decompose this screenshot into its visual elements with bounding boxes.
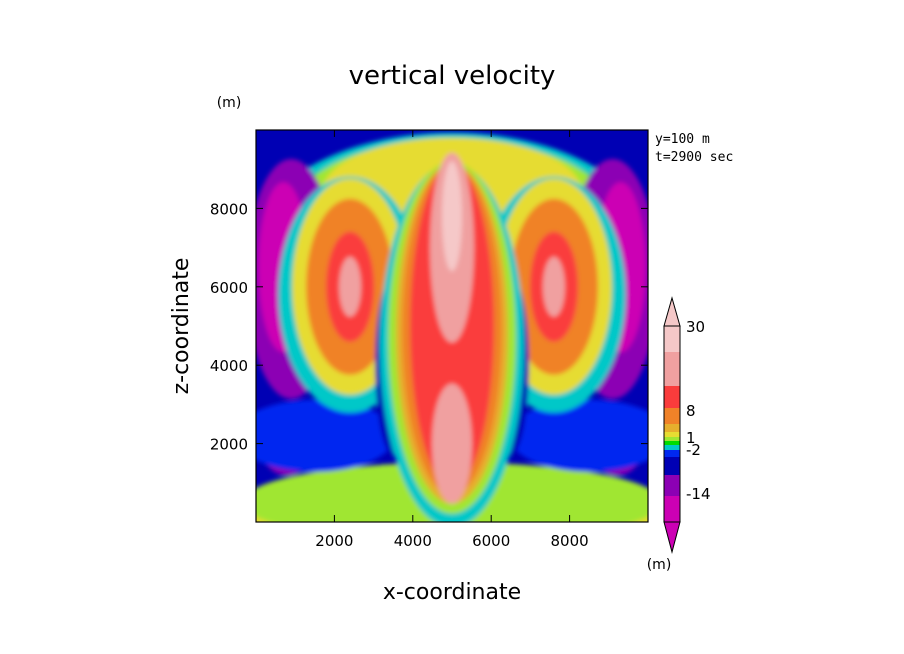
colorbar-segment <box>664 424 680 432</box>
y-tick-label: 4000 <box>210 357 248 375</box>
colorbar-segment <box>664 352 680 386</box>
colorbar-segment <box>664 475 680 496</box>
y-tick-label: 8000 <box>210 200 248 218</box>
colorbar-segment <box>664 441 680 445</box>
annotation-t: t=2900 sec <box>655 150 733 165</box>
colorbar-bottom-arrow <box>663 521 681 554</box>
y-tick-label: 6000 <box>210 279 248 297</box>
lobe-pink-right <box>542 256 565 317</box>
contour-field <box>256 130 648 522</box>
x-tick-label: 6000 <box>472 532 510 550</box>
x-unit-label: (m) <box>647 557 672 573</box>
colorbar-top-arrow <box>663 296 681 327</box>
core-lightpink-top <box>442 161 462 272</box>
colorbar-label-minus-14: -14 <box>686 485 711 503</box>
colorbar-label-1: 1 <box>686 429 696 447</box>
colorbar-segment <box>664 457 680 475</box>
annotation-y: y=100 m <box>655 132 710 147</box>
colorbar-segment <box>664 432 680 437</box>
colorbar-segment <box>664 408 680 424</box>
x-axis-label: x-coordinate <box>383 580 521 605</box>
y-axis-label: z-coordinate <box>169 258 194 395</box>
low-blue-region-left <box>256 399 395 472</box>
y-unit-label: (m) <box>217 95 242 111</box>
y-tick-label: 2000 <box>210 436 248 454</box>
plot-frame <box>255 129 649 523</box>
colorbar: 30 8 1 -2 -14 <box>663 296 711 554</box>
colorbar-segment <box>664 450 680 457</box>
colorbar-segment <box>664 496 680 522</box>
colorbar-segment <box>664 437 680 441</box>
colorbar-label-minus-2: -2 <box>686 441 701 459</box>
x-tick-label: 8000 <box>551 532 589 550</box>
x-tick-label: 4000 <box>394 532 432 550</box>
colorbar-label-30: 30 <box>686 318 705 336</box>
low-blue-region-right <box>509 399 648 472</box>
colorbar-segment <box>664 386 680 408</box>
lobe-pink-left <box>339 256 362 317</box>
chart-title: vertical velocity <box>349 61 556 91</box>
x-tick-label: 2000 <box>315 532 353 550</box>
colorbar-segment <box>664 445 680 450</box>
core-pink-lower <box>432 383 472 504</box>
colorbar-segment <box>664 326 680 352</box>
colorbar-label-8: 8 <box>686 402 696 420</box>
